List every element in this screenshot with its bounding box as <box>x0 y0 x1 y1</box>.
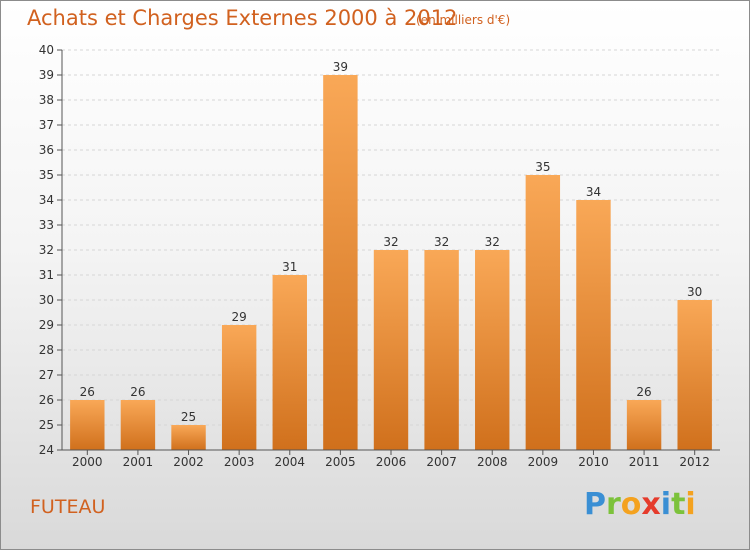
x-tick-label: 2011 <box>629 455 660 469</box>
y-axis: 24 25 26 27 28 29 30 31 32 33 34 35 36 37 38 39 40 <box>39 43 63 457</box>
logo-letter: o <box>620 487 642 522</box>
chart-title: Achats et Charges Externes 2000 à 2012 <box>27 6 458 30</box>
y-tick-label: 35 <box>39 168 54 182</box>
bar <box>576 200 611 450</box>
bar <box>120 400 156 450</box>
bar <box>70 400 105 450</box>
bar <box>221 325 257 450</box>
x-tick-label: 2004 <box>274 455 305 469</box>
proxiti-logo[interactable]: Proxiti <box>584 487 696 522</box>
bar-value-label: 29 <box>232 310 247 324</box>
bar-value-label: 32 <box>434 235 449 249</box>
logo-letter: i <box>660 487 672 522</box>
bar-value-label: 25 <box>181 410 196 424</box>
bar-value-label: 35 <box>535 160 550 174</box>
logo-letter: t <box>671 487 686 522</box>
x-tick-label: 2008 <box>477 455 508 469</box>
y-tick-label: 27 <box>39 368 54 382</box>
bar <box>171 425 206 450</box>
x-tick-label: 2003 <box>224 455 255 469</box>
x-tick-label: 2001 <box>123 455 154 469</box>
y-tick-label: 36 <box>39 143 54 157</box>
logo-letter: i <box>685 487 696 522</box>
bar-value-label: 26 <box>80 385 95 399</box>
bar <box>626 400 662 450</box>
place-name: FUTEAU <box>30 496 106 518</box>
bar <box>373 250 409 450</box>
bars: 26 26 25 29 31 39 32 32 32 35 34 26 30 <box>70 60 712 450</box>
y-tick-label: 37 <box>39 118 54 132</box>
y-tick-label: 28 <box>39 343 54 357</box>
y-tick-label: 30 <box>39 293 54 307</box>
logo-letter: x <box>641 487 661 522</box>
y-tick-label: 40 <box>39 43 54 57</box>
x-tick-label: 2010 <box>578 455 609 469</box>
y-tick-label: 29 <box>39 318 54 332</box>
x-tick-label: 2012 <box>679 455 710 469</box>
logo-letter: P <box>584 487 606 522</box>
y-tick-label: 34 <box>39 193 54 207</box>
bar-value-label: 26 <box>636 385 651 399</box>
bar-value-label: 32 <box>383 235 398 249</box>
x-tick-label: 2006 <box>376 455 407 469</box>
bar <box>677 300 712 450</box>
x-tick-label: 2007 <box>426 455 457 469</box>
y-tick-label: 39 <box>39 68 54 82</box>
chart-subtitle: (en milliers d'€) <box>416 13 511 27</box>
y-tick-label: 31 <box>39 268 54 282</box>
x-axis: 2000 2001 2002 2003 2004 2005 2006 2007 2008 2009… <box>62 449 720 469</box>
bar-value-label: 34 <box>586 185 601 199</box>
bar <box>323 75 358 450</box>
y-tick-label: 32 <box>39 243 54 257</box>
y-tick-label: 33 <box>39 218 54 232</box>
y-tick-label: 38 <box>39 93 54 107</box>
bar-value-label: 32 <box>485 235 500 249</box>
bar <box>272 275 307 450</box>
y-tick-label: 26 <box>39 393 54 407</box>
bar <box>525 175 561 450</box>
y-tick-label: 25 <box>39 418 54 432</box>
y-tick-label: 24 <box>39 443 54 457</box>
bar-value-label: 26 <box>130 385 145 399</box>
bar-value-label: 39 <box>333 60 348 74</box>
bar-value-label: 31 <box>282 260 297 274</box>
x-tick-label: 2002 <box>173 455 204 469</box>
bar <box>475 250 510 450</box>
bar-value-label: 30 <box>687 285 702 299</box>
x-tick-label: 2009 <box>528 455 559 469</box>
x-tick-label: 2005 <box>325 455 356 469</box>
x-tick-label: 2000 <box>72 455 103 469</box>
bar <box>424 250 459 450</box>
logo-letter: r <box>606 487 621 522</box>
